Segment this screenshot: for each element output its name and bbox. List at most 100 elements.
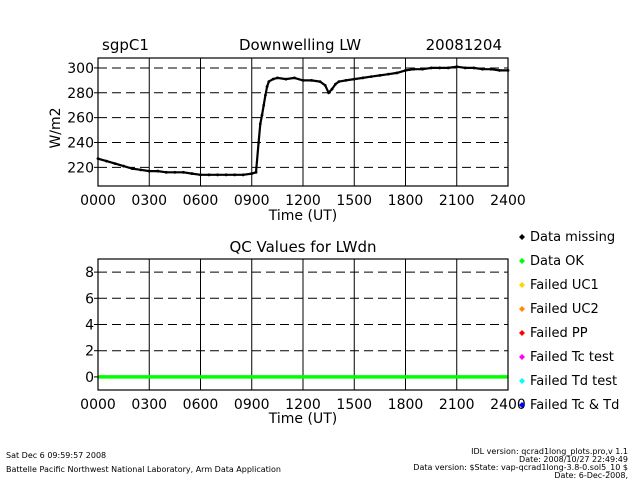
y-tick-label: 0 — [85, 370, 94, 386]
legend-marker — [519, 258, 525, 264]
x-tick-label: 1500 — [336, 397, 372, 413]
data-point — [254, 170, 258, 174]
legend-label: Failed UC1 — [530, 278, 599, 293]
data-point — [387, 72, 390, 76]
legend-marker — [519, 402, 525, 408]
data-point — [463, 66, 467, 70]
legend-marker — [519, 306, 525, 312]
legend-label: Failed Tc test — [530, 350, 614, 365]
qc-x-axis-label: Time (UT) — [268, 411, 337, 427]
legend-label: Data OK — [530, 254, 584, 269]
x-tick-label: 0000 — [80, 193, 116, 209]
x-tick-label: 1800 — [388, 397, 424, 413]
data-point — [446, 66, 450, 70]
data-point — [224, 173, 228, 177]
data-point — [412, 67, 416, 71]
x-tick-label: 1200 — [285, 193, 321, 209]
x-tick-label: 0600 — [183, 397, 219, 413]
qc-grid — [98, 259, 508, 390]
data-point — [130, 167, 134, 171]
qc-chart: QC Values for LWdn 0 2 4 6 8 0000 0300 0600 090… — [80, 238, 526, 427]
date-label: 20081204 — [426, 36, 502, 54]
footer-org: Battelle Pacific Northwest National Labo… — [6, 465, 281, 474]
data-point — [301, 78, 305, 82]
data-point — [489, 67, 493, 71]
legend-marker — [519, 234, 525, 240]
data-point — [122, 164, 126, 168]
data-point — [173, 170, 177, 174]
x-tick-label: 2400 — [490, 397, 526, 413]
lw-x-axis-label: Time (UT) — [268, 208, 337, 224]
legend-label: Failed PP — [530, 326, 588, 341]
data-point — [404, 69, 407, 72]
lw-y-axis-label: W/m2 — [48, 107, 64, 148]
data-point — [233, 173, 237, 177]
data-point — [472, 66, 476, 70]
data-point — [258, 122, 262, 126]
data-point — [330, 87, 334, 91]
data-point — [455, 65, 459, 69]
data-point — [199, 173, 202, 177]
qc-y-axis: 0 2 4 6 8 — [85, 265, 98, 386]
qc-x-axis: 0000 0300 0600 0900 1200 1500 1800 2100 2400 — [80, 397, 526, 413]
data-point — [190, 172, 194, 175]
data-point — [438, 66, 442, 70]
y-tick-label: 280 — [67, 86, 94, 102]
data-point — [352, 77, 356, 81]
data-point — [260, 113, 264, 117]
data-point — [250, 172, 254, 175]
data-point — [337, 80, 341, 84]
qc-chart-title: QC Values for LWdn — [229, 238, 376, 256]
legend-marker — [519, 354, 525, 360]
data-point — [318, 80, 322, 84]
x-tick-label: 1500 — [336, 193, 372, 209]
data-point — [429, 66, 433, 70]
data-point — [139, 168, 143, 172]
footer-idl-version: IDL version: qcrad1long_plots.pro,v 1.1 — [471, 447, 628, 456]
lw-chart: sgpC1 Downwelling LW 20081204 2202402602… — [48, 36, 526, 224]
x-tick-label: 0300 — [131, 397, 167, 413]
data-point — [323, 83, 327, 87]
data-point — [271, 77, 275, 81]
data-point — [369, 75, 373, 79]
data-point — [267, 80, 271, 84]
x-tick-label: 1200 — [285, 397, 321, 413]
data-point — [275, 76, 279, 80]
data-point — [262, 103, 266, 107]
x-tick-label: 0900 — [234, 397, 270, 413]
data-point — [265, 85, 269, 88]
data-point — [164, 170, 168, 174]
y-tick-label: 240 — [67, 136, 94, 152]
data-point — [327, 91, 331, 95]
data-point — [480, 67, 484, 71]
data-point — [241, 173, 245, 177]
data-point — [293, 76, 296, 80]
data-point — [264, 93, 267, 97]
y-tick-label: 8 — [85, 265, 94, 281]
footer: Sat Dec 6 09:59:57 2008 Battelle Pacific… — [6, 447, 628, 480]
site-label: sgpC1 — [102, 36, 149, 54]
x-tick-label: 0600 — [183, 193, 219, 209]
data-point — [113, 162, 117, 166]
y-tick-label: 4 — [85, 318, 94, 334]
lw-series — [96, 65, 510, 177]
y-tick-label: 300 — [67, 61, 94, 77]
legend-label: Failed Td test — [530, 374, 617, 389]
legend-label: Failed UC2 — [530, 302, 599, 317]
data-point — [344, 78, 348, 82]
lw-plot-frame — [97, 57, 509, 187]
data-point — [105, 159, 108, 163]
data-point — [395, 71, 399, 75]
lw-grid — [98, 58, 508, 186]
legend-marker — [519, 282, 525, 288]
data-point — [156, 169, 160, 173]
x-tick-label: 2400 — [490, 193, 526, 209]
data-point — [361, 76, 365, 80]
x-tick-label: 0000 — [80, 397, 116, 413]
data-point — [182, 170, 185, 174]
footer-idl-date: Date: 2008/10/27 22:49:49 — [519, 455, 628, 464]
lw-x-axis: 0000 0300 0600 0900 1200 1500 1800 2100 2400 — [80, 193, 526, 209]
legend-label: Failed Tc & Td — [530, 398, 619, 413]
